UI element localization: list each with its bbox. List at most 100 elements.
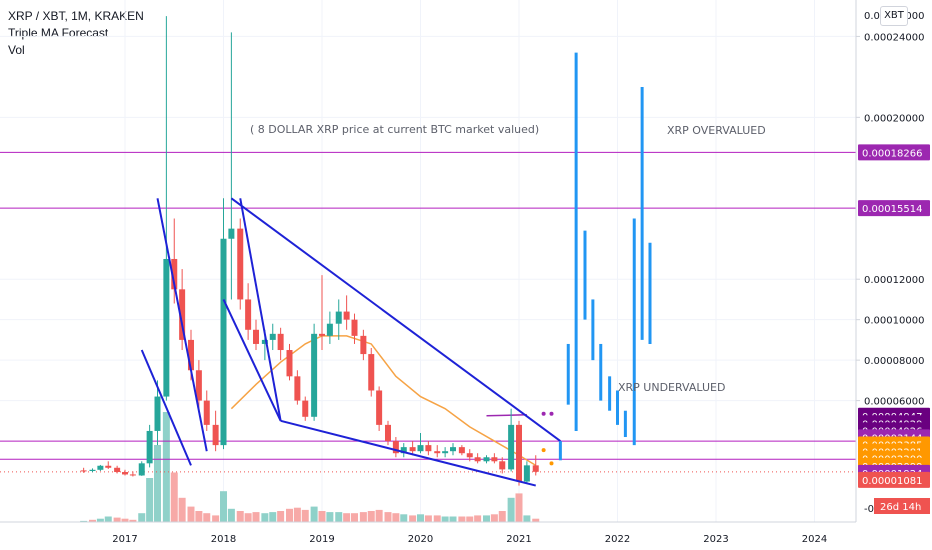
candle-body xyxy=(368,354,375,391)
volume-bar xyxy=(482,515,490,522)
candle-body xyxy=(311,333,318,417)
volume-bar xyxy=(474,515,482,522)
countdown-tag: 26d 14h xyxy=(874,498,930,514)
countdown-background xyxy=(874,498,930,514)
candle-body xyxy=(114,467,121,473)
volume-bar xyxy=(212,515,220,522)
candle-body xyxy=(171,258,178,290)
volume-bar xyxy=(335,512,343,522)
volume-bar xyxy=(138,513,146,522)
candle-body xyxy=(319,333,325,336)
candle-body xyxy=(499,461,506,470)
candle-body xyxy=(105,465,112,468)
volume-bar xyxy=(227,508,235,522)
candle-body xyxy=(286,350,293,377)
candle-body xyxy=(516,424,522,482)
volume-bar xyxy=(244,513,252,522)
price-tick-label: 0.00020000 xyxy=(864,113,924,124)
price-tick-label: 0.00006000 xyxy=(864,397,924,408)
trend-line xyxy=(280,419,536,487)
time-tick-label: 2020 xyxy=(408,534,433,545)
volume-bar xyxy=(515,493,523,522)
price-tag-background xyxy=(858,144,930,161)
volume-bar xyxy=(375,509,383,522)
candle-body xyxy=(326,323,333,336)
candle-body xyxy=(220,238,227,446)
candle-body xyxy=(129,474,136,476)
volume-bar xyxy=(343,513,351,522)
candle-body xyxy=(237,228,244,300)
candle-body xyxy=(458,447,465,454)
candle-body xyxy=(269,333,276,340)
annotation-undervalued: XRP UNDERVALUED xyxy=(618,381,725,394)
volume-bar xyxy=(195,511,203,522)
candle-body xyxy=(212,424,219,446)
volume-bar xyxy=(384,512,392,522)
candle-body xyxy=(400,447,407,454)
candle-body xyxy=(187,339,194,371)
price-tick-label: 0.00008000 xyxy=(864,356,924,367)
candle-body xyxy=(138,463,145,476)
volume-bar xyxy=(466,516,474,522)
volume-bar xyxy=(523,515,531,522)
volume-bar xyxy=(277,511,285,522)
price-tick-label: 0.00010000 xyxy=(864,316,924,327)
candle-series xyxy=(80,16,539,486)
volume-bar xyxy=(121,518,129,522)
trend-line xyxy=(230,197,561,442)
candle-body xyxy=(474,457,481,462)
candle-body xyxy=(146,430,153,464)
candle-body xyxy=(483,457,490,462)
price-tag-background xyxy=(858,471,930,488)
volume-bar xyxy=(351,513,359,522)
time-tick-label: 2018 xyxy=(211,534,236,545)
candle-body xyxy=(195,370,202,401)
candle-body xyxy=(122,472,128,475)
candle-body xyxy=(335,311,342,324)
volume-bar xyxy=(146,478,154,522)
annotation-top-note: ( 8 DOLLAR XRP price at current BTC mark… xyxy=(250,123,539,136)
time-axis-background xyxy=(0,522,932,550)
candle-body xyxy=(360,335,367,355)
volume-bar xyxy=(154,445,162,522)
symbol-title[interactable]: XRP / XBT, 1M, KRAKEN xyxy=(8,9,144,23)
forecast-dot xyxy=(541,411,546,416)
candle-body xyxy=(466,453,473,458)
price-tick-label: 0.00012000 xyxy=(864,275,924,286)
volume-bar xyxy=(458,516,466,522)
indicator-volume[interactable]: Vol xyxy=(8,43,25,57)
price-tick-label: 0.00024000 xyxy=(864,32,924,43)
candle-body xyxy=(261,339,268,344)
candle-body xyxy=(294,376,301,401)
trend-line xyxy=(140,349,192,466)
volume-bar xyxy=(424,515,432,522)
volume-bar xyxy=(269,512,277,522)
volume-bar xyxy=(104,516,112,522)
candle-body xyxy=(228,228,235,239)
volume-series xyxy=(80,412,540,522)
volume-bar xyxy=(449,516,457,522)
candle-body xyxy=(409,447,416,452)
candle-body xyxy=(434,451,441,454)
volume-bar xyxy=(367,511,375,522)
volume-bar xyxy=(359,512,367,522)
candle-body xyxy=(491,457,498,462)
volume-bar xyxy=(285,508,293,522)
time-tick-label: 2019 xyxy=(309,534,334,545)
volume-bar xyxy=(409,515,417,522)
volume-bar xyxy=(400,514,408,522)
time-tick-label: 2024 xyxy=(802,534,827,545)
price-tag: 0.00015514 xyxy=(858,200,930,217)
volume-bar xyxy=(318,511,326,522)
currency-button[interactable]: XBT xyxy=(880,6,908,26)
candle-body xyxy=(277,333,284,351)
volume-bar xyxy=(301,509,309,522)
volume-bar xyxy=(220,491,227,522)
volume-bar xyxy=(441,516,449,522)
candle-body xyxy=(253,329,260,344)
candle-body xyxy=(425,445,432,452)
candle-body xyxy=(203,400,210,425)
volume-bar xyxy=(498,511,506,522)
countdown-label: 26d 14h xyxy=(880,502,921,513)
